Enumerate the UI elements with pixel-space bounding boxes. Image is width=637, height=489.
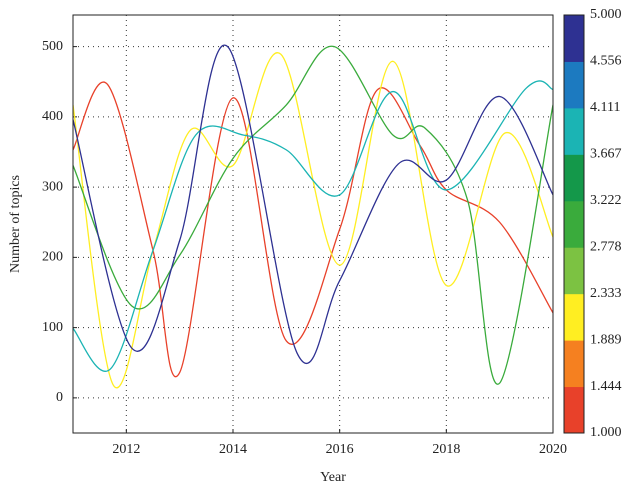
plot-frame [72,14,554,434]
series-line [73,44,553,364]
x-tick-label: 2012 [112,442,140,457]
colorbar-segment [564,200,584,248]
colorbar-segment [564,61,584,109]
colorbar-label: 2.333 [590,286,622,301]
y-tick-label: 400 [42,109,63,124]
y-tick-label: 100 [42,320,63,335]
y-axis-label: Number of topics [8,175,23,273]
y-tick-label: 0 [56,390,63,405]
series-line [73,80,553,372]
series-line [73,52,553,389]
x-tick-label: 2014 [219,442,247,457]
x-tick-label: 2018 [432,442,460,457]
colorbar-label: 4.111 [590,100,620,115]
series-line [73,81,553,377]
colorbar-segment [564,247,584,295]
x-tick-label: 2016 [326,442,354,457]
colorbar-label: 1.889 [590,332,622,347]
colorbar-label: 3.667 [590,147,622,162]
colorbar-segment [564,154,584,202]
series-line [73,45,553,385]
x-tick-label: 2020 [539,442,567,457]
colorbar-label: 4.556 [590,54,622,69]
colorbar-segment [564,15,584,62]
colorbar-segment [564,107,584,155]
y-tick-label: 200 [42,250,63,265]
y-tick-label: 300 [42,179,63,194]
colorbar-segment [564,293,584,341]
colorbar-label: 1.444 [590,379,622,394]
colorbar-label: 1.000 [590,425,622,440]
colorbar-label: 5.000 [590,7,622,22]
colorbar-label: 3.222 [590,193,622,208]
x-axis-label: Year [320,470,346,485]
colorbar-segment [564,386,584,434]
colorbar-segment [564,340,584,388]
y-tick-label: 500 [42,39,63,54]
colorbar-frame [563,14,585,434]
colorbar-label: 2.778 [590,239,622,254]
